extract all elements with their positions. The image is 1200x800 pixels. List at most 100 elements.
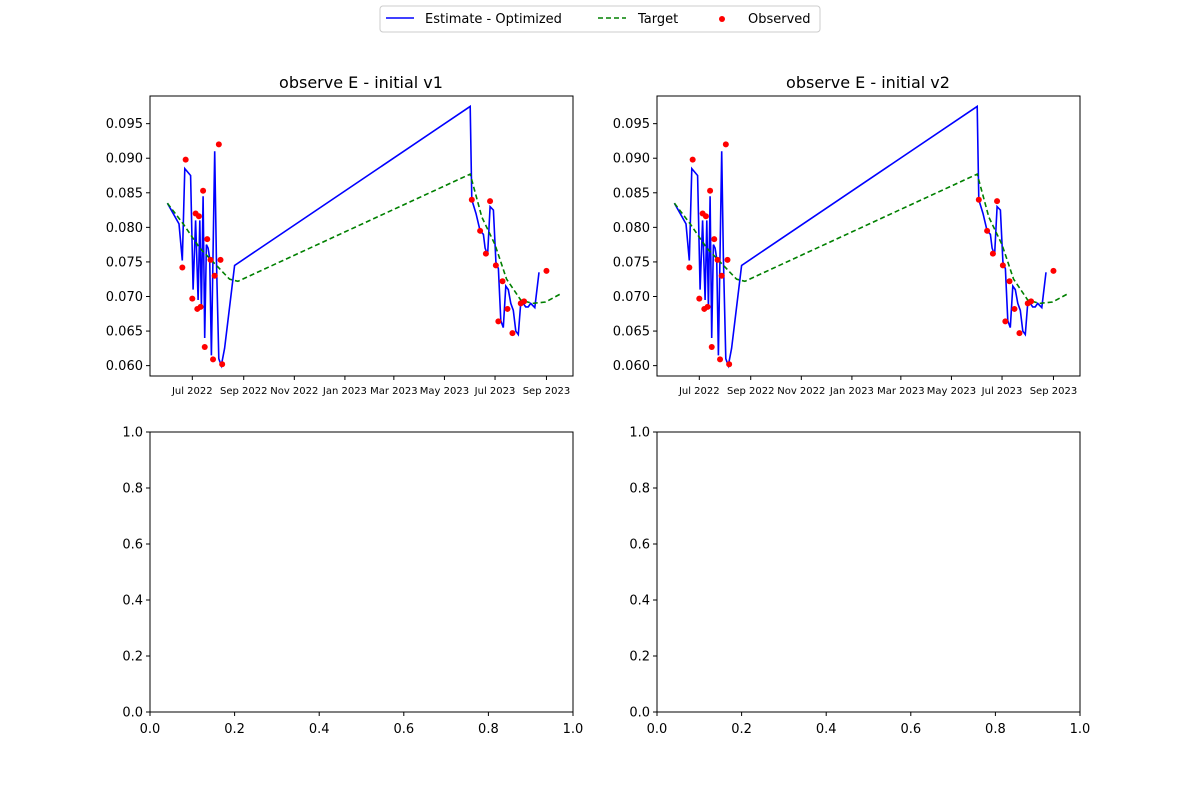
x-tick-label: Sep 2022 bbox=[727, 386, 774, 397]
observed-point bbox=[722, 141, 729, 148]
x-tick-label: Mar 2023 bbox=[877, 386, 925, 397]
observed-point bbox=[1028, 298, 1035, 305]
y-tick-label: 0.060 bbox=[613, 359, 650, 374]
observed-point bbox=[521, 298, 528, 305]
observed-point bbox=[509, 330, 516, 337]
observed-point bbox=[726, 361, 733, 368]
x-tick-label: 1.0 bbox=[563, 722, 584, 737]
y-tick-label: 0.0 bbox=[629, 706, 650, 721]
observed-point bbox=[201, 343, 208, 350]
observed-point bbox=[499, 278, 506, 285]
x-tick-label: 0.0 bbox=[647, 722, 668, 737]
observed-point bbox=[189, 295, 196, 302]
observed-point bbox=[217, 256, 224, 263]
x-tick-label: 0.0 bbox=[140, 722, 161, 737]
observed-point bbox=[487, 198, 494, 205]
y-tick-label: 0.065 bbox=[613, 325, 650, 340]
axes-frame bbox=[149, 95, 574, 377]
x-tick-label: 0.2 bbox=[224, 722, 245, 737]
y-tick-label: 0.090 bbox=[613, 152, 650, 167]
x-tick-label: 0.4 bbox=[816, 722, 837, 737]
observed-point bbox=[1006, 278, 1013, 285]
observed-point bbox=[989, 250, 996, 257]
observed-point bbox=[195, 213, 202, 220]
legend: Estimate - Optimized Target Observed bbox=[379, 5, 821, 33]
observed-point bbox=[204, 236, 211, 243]
observed-point bbox=[724, 256, 731, 263]
y-tick-label: 0.080 bbox=[613, 221, 650, 236]
x-tick-label: 0.8 bbox=[478, 722, 499, 737]
observed-point bbox=[707, 187, 714, 194]
observed-point bbox=[1011, 305, 1018, 312]
x-tick-label: Sep 2023 bbox=[523, 386, 570, 397]
observed-point bbox=[686, 264, 693, 271]
x-tick-label: Jan 2023 bbox=[322, 386, 367, 397]
observed-point bbox=[717, 356, 724, 363]
y-tick-label: 0.090 bbox=[106, 152, 143, 167]
observed-point bbox=[179, 264, 186, 271]
axes-frame bbox=[656, 95, 1081, 377]
y-tick-label: 0.080 bbox=[106, 221, 143, 236]
target-line bbox=[673, 172, 1070, 305]
x-tick-label: May 2023 bbox=[927, 386, 976, 397]
observed-point bbox=[704, 303, 711, 310]
subplot-initial-v2: observe E - initial v2 0.060 0.065 0.070 0.… bbox=[613, 73, 1081, 397]
observed-point bbox=[689, 156, 696, 163]
observed-point bbox=[1050, 267, 1057, 274]
observed-point bbox=[718, 272, 725, 279]
subplot-title: observe E - initial v1 bbox=[279, 73, 443, 92]
y-tick-label: 0.4 bbox=[122, 594, 143, 609]
x-tick-label: Jul 2023 bbox=[474, 386, 516, 397]
x-tick-label: 1.0 bbox=[1070, 722, 1091, 737]
y-tick-label: 0.6 bbox=[629, 538, 650, 553]
y-tick-label: 0.070 bbox=[106, 290, 143, 305]
observed-point bbox=[984, 227, 991, 234]
observed-point bbox=[197, 303, 204, 310]
subplot-initial-v1: observe E - initial v1 0.060 0.065 0.070 0.… bbox=[106, 73, 574, 397]
x-tick-label: 0.4 bbox=[309, 722, 330, 737]
y-tick-label: 1.0 bbox=[629, 426, 650, 441]
y-tick-label: 0.075 bbox=[613, 255, 650, 270]
axes-frame bbox=[149, 431, 574, 713]
observed-point bbox=[714, 256, 721, 263]
observed-point bbox=[975, 196, 982, 203]
observed-point bbox=[696, 295, 703, 302]
observed-point bbox=[1002, 318, 1009, 325]
y-tick-label: 0.070 bbox=[613, 290, 650, 305]
x-tick-label: Nov 2022 bbox=[777, 386, 825, 397]
observed-point bbox=[1016, 330, 1023, 337]
x-tick-label: Nov 2022 bbox=[270, 386, 318, 397]
x-tick-label: Mar 2023 bbox=[370, 386, 418, 397]
x-tick-label: 0.6 bbox=[393, 722, 414, 737]
observed-point bbox=[711, 236, 718, 243]
subplot-empty-right: 0.0 0.2 0.4 0.6 0.8 1.0 0.0 0.2 0.4 0.6 0.8 1.0 bbox=[629, 426, 1090, 738]
x-tick-label: 0.8 bbox=[985, 722, 1006, 737]
observed-point bbox=[708, 343, 715, 350]
legend-frame bbox=[379, 5, 821, 33]
observed-point bbox=[999, 262, 1006, 269]
observed-point bbox=[994, 198, 1001, 205]
observed-point bbox=[495, 318, 502, 325]
observed-point bbox=[207, 256, 214, 263]
observed-point bbox=[182, 156, 189, 163]
x-tick-label: 0.6 bbox=[900, 722, 921, 737]
subplot-title: observe E - initial v2 bbox=[786, 73, 950, 92]
x-tick-label: Sep 2022 bbox=[220, 386, 267, 397]
y-tick-label: 0.065 bbox=[106, 325, 143, 340]
observed-point bbox=[210, 356, 217, 363]
observed-point bbox=[219, 361, 226, 368]
observed-point bbox=[702, 213, 709, 220]
estimate-optimized-line bbox=[166, 104, 540, 369]
y-tick-label: 0.8 bbox=[122, 482, 143, 497]
legend-label-target: Target bbox=[637, 12, 678, 27]
y-tick-label: 0.095 bbox=[613, 117, 650, 132]
legend-label-estimate: Estimate - Optimized bbox=[425, 12, 562, 27]
y-tick-label: 0.4 bbox=[629, 594, 650, 609]
observed-point bbox=[468, 196, 475, 203]
y-tick-label: 0.060 bbox=[106, 359, 143, 374]
y-tick-label: 0.085 bbox=[613, 186, 650, 201]
observed-point bbox=[543, 267, 550, 274]
y-tick-label: 0.085 bbox=[106, 186, 143, 201]
y-tick-label: 0.6 bbox=[122, 538, 143, 553]
